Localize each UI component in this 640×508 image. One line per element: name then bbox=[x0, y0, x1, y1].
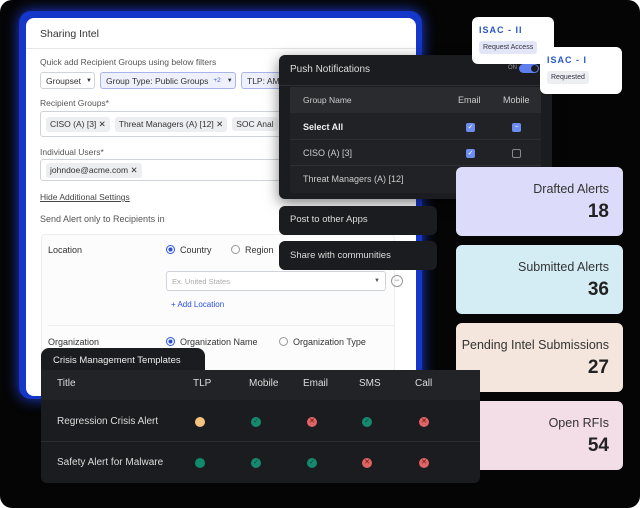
col-email: Email bbox=[458, 95, 481, 105]
email-checkbox[interactable]: ✓ bbox=[466, 149, 475, 158]
divider bbox=[279, 85, 552, 86]
groupset-select[interactable]: Groupset ▼ bbox=[40, 72, 95, 89]
tlp-amber-dot bbox=[195, 417, 205, 427]
radio-icon bbox=[279, 337, 288, 346]
close-icon[interactable]: ✕ bbox=[216, 118, 224, 129]
divider bbox=[48, 325, 394, 326]
crisis-tab[interactable]: Crisis Management Templates bbox=[41, 348, 205, 374]
template-title[interactable]: Regression Crisis Alert bbox=[57, 416, 159, 427]
check-icon: ✓ bbox=[307, 458, 317, 468]
radio-icon bbox=[166, 245, 175, 254]
group-chip: Threat Managers (A) [12] ✕ bbox=[114, 116, 228, 132]
template-title[interactable]: Safety Alert for Malware bbox=[57, 457, 164, 468]
radio-icon bbox=[166, 337, 175, 346]
stat-value: 27 bbox=[587, 357, 609, 378]
isac-card: ISAC - I Requested bbox=[540, 47, 622, 94]
radio-region[interactable]: Region bbox=[231, 245, 274, 255]
share-communities-button[interactable]: Share with communities bbox=[279, 241, 437, 270]
group-chip: SOC Anal bbox=[232, 117, 278, 131]
card-title: Sharing Intel bbox=[40, 28, 99, 40]
send-only-label: Send Alert only to Recipients in bbox=[40, 214, 165, 224]
group-type-select[interactable]: Group Type: Public Groups +2 ▼ bbox=[100, 72, 236, 89]
row-group: Threat Managers (A) [12] bbox=[303, 174, 404, 184]
cross-icon: ✕ bbox=[362, 458, 372, 468]
caret-down-icon: ▼ bbox=[85, 77, 92, 84]
radio-org-name[interactable]: Organization Name bbox=[166, 337, 258, 347]
tlp-green-dot bbox=[195, 458, 205, 468]
group-type-value: Group Type: Public Groups bbox=[106, 75, 209, 86]
stat-drafted-alerts[interactable]: Drafted Alerts 18 bbox=[456, 167, 623, 236]
row-group: CISO (A) [3] bbox=[303, 148, 353, 158]
post-to-apps-button[interactable]: Post to other Apps bbox=[279, 206, 437, 235]
col-title: Title bbox=[57, 378, 76, 389]
stat-submitted-alerts[interactable]: Submitted Alerts 36 bbox=[456, 245, 623, 314]
col-sms: SMS bbox=[359, 378, 381, 389]
push-table-header bbox=[290, 87, 541, 113]
push-notifications-panel: Push Notifications ON Group Name Email M… bbox=[279, 55, 552, 199]
col-call: Call bbox=[415, 378, 433, 389]
close-icon[interactable]: ✕ bbox=[98, 118, 106, 129]
close-icon[interactable]: ✕ bbox=[130, 164, 138, 175]
stat-value: 54 bbox=[587, 435, 609, 456]
mobile-checkbox[interactable] bbox=[512, 149, 521, 158]
stat-title: Submitted Alerts bbox=[517, 260, 609, 274]
remove-icon[interactable]: − bbox=[391, 275, 403, 287]
crisis-table: Title TLP Mobile Email SMS Call Regressi… bbox=[41, 370, 480, 483]
check-icon: ✓ bbox=[362, 417, 372, 427]
row-select-all: Select All bbox=[303, 122, 344, 132]
col-email: Email bbox=[303, 378, 329, 389]
stat-value: 18 bbox=[587, 201, 609, 222]
caret-down-icon: ▼ bbox=[226, 77, 233, 84]
hide-settings-link[interactable]: Hide Additional Settings bbox=[40, 192, 130, 202]
tlp-value: TLP: AMB bbox=[247, 75, 286, 86]
col-tlp: TLP bbox=[193, 378, 212, 389]
user-chip: johndoe@acme.com ✕ bbox=[46, 162, 142, 178]
stat-title: Drafted Alerts bbox=[533, 182, 609, 196]
radio-country[interactable]: Country bbox=[166, 245, 212, 255]
organization-label: Organization bbox=[48, 337, 100, 347]
divider bbox=[26, 48, 416, 49]
cross-icon: ✕ bbox=[419, 417, 429, 427]
quick-add-label: Quick add Recipient Groups using below f… bbox=[40, 57, 217, 67]
cross-icon: ✕ bbox=[419, 458, 429, 468]
email-checkbox[interactable]: ✓ bbox=[466, 123, 475, 132]
col-mobile: Mobile bbox=[503, 95, 530, 105]
check-icon: ✓ bbox=[251, 458, 261, 468]
stat-open-rfis[interactable]: Open RFIs 54 bbox=[456, 401, 623, 470]
stat-title: Open RFIs bbox=[548, 416, 609, 430]
push-toggle[interactable] bbox=[519, 64, 539, 73]
group-chip: CISO (A) [3] ✕ bbox=[46, 116, 110, 132]
cross-icon: ✕ bbox=[307, 417, 317, 427]
push-title: Push Notifications bbox=[290, 64, 371, 75]
toggle-label: ON bbox=[508, 65, 517, 71]
location-select[interactable]: Ex. United States ▼ bbox=[166, 271, 386, 291]
col-group-name: Group Name bbox=[303, 95, 352, 105]
col-mobile: Mobile bbox=[249, 378, 279, 389]
check-icon: ✓ bbox=[251, 417, 261, 427]
radio-org-type[interactable]: Organization Type bbox=[279, 337, 366, 347]
mobile-checkbox[interactable]: − bbox=[512, 123, 521, 132]
add-location-link[interactable]: + Add Location bbox=[171, 300, 225, 309]
more-count: +2 bbox=[213, 77, 221, 84]
individual-users-label: Individual Users* bbox=[40, 147, 104, 157]
isac-logo: ISAC - I bbox=[547, 55, 588, 65]
stat-title: Pending Intel Submissions bbox=[461, 338, 609, 352]
radio-icon bbox=[231, 245, 240, 254]
stat-pending-intel[interactable]: Pending Intel Submissions 27 bbox=[456, 323, 623, 392]
groupset-value: Groupset bbox=[46, 75, 81, 86]
caret-down-icon: ▼ bbox=[374, 278, 380, 284]
recipient-groups-label: Recipient Groups* bbox=[40, 98, 109, 108]
request-access-button[interactable]: Request Access bbox=[479, 41, 538, 54]
isac-logo: ISAC - II bbox=[479, 25, 523, 35]
location-label: Location bbox=[48, 245, 83, 255]
stat-value: 36 bbox=[587, 279, 609, 300]
requested-badge: Requested bbox=[547, 71, 589, 84]
